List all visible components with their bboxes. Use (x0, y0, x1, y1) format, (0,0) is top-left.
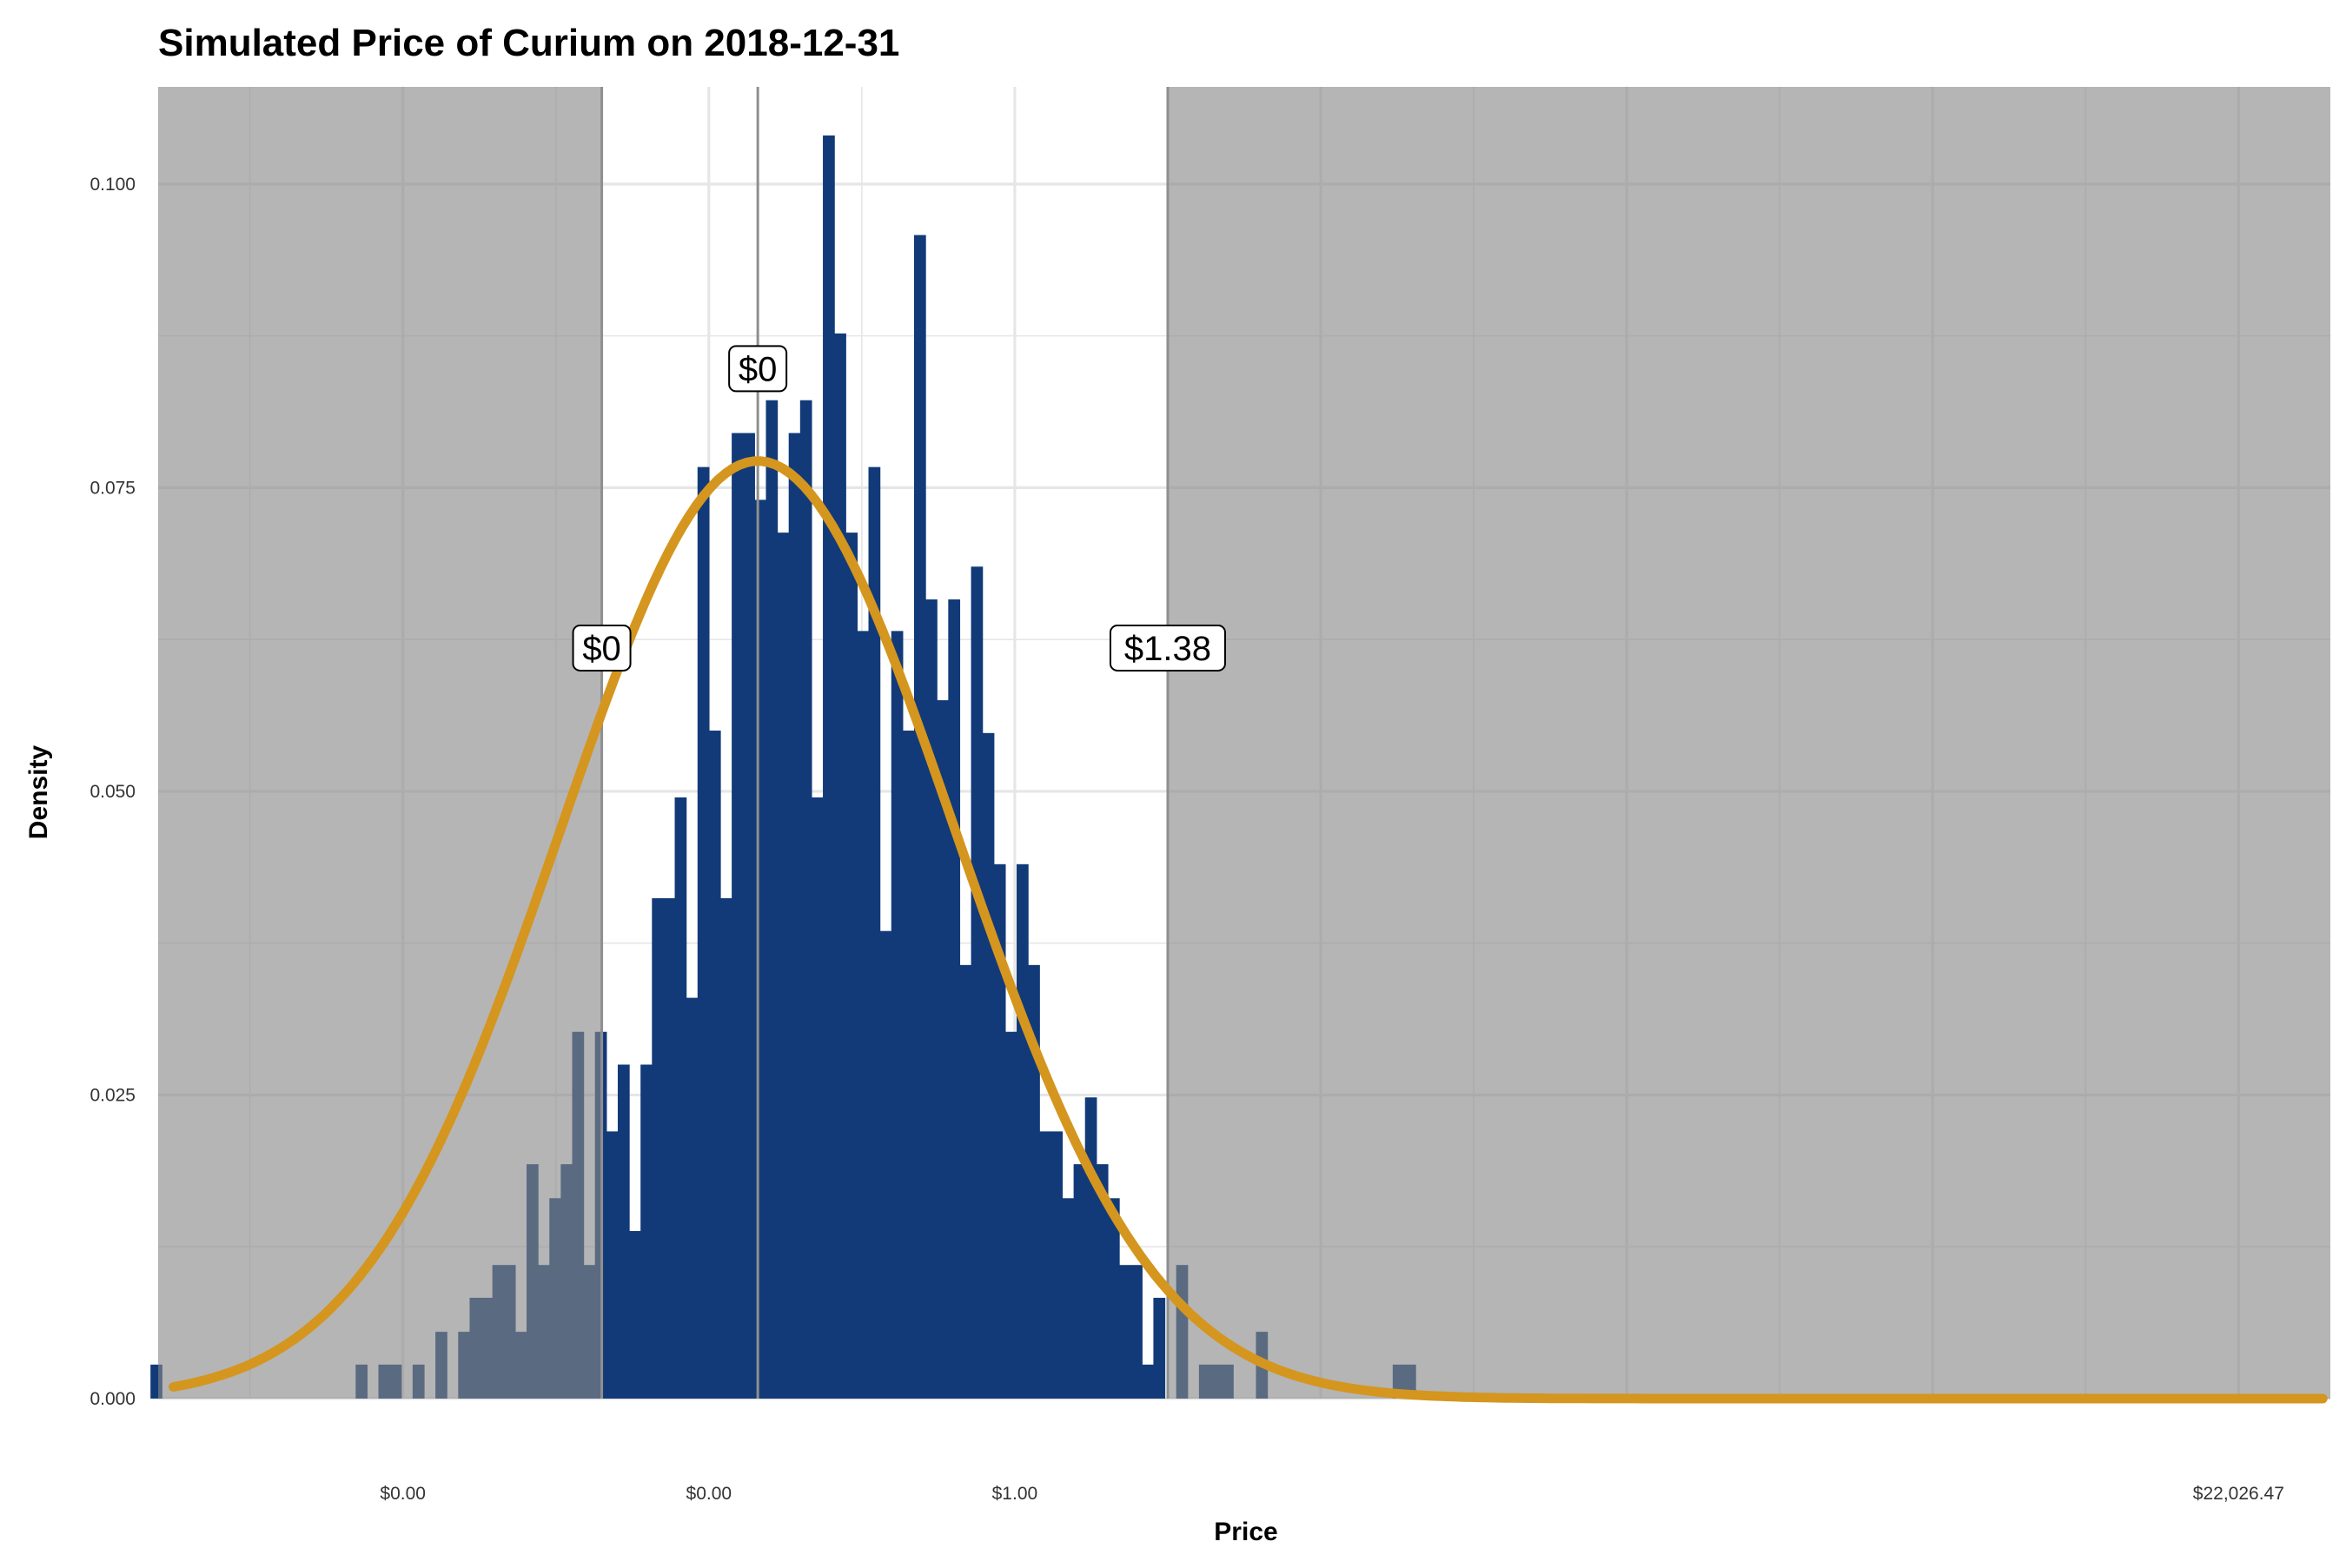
histogram-bar (891, 631, 904, 1399)
histogram-bar (971, 566, 984, 1399)
histogram-bar (732, 433, 744, 1399)
histogram-bar (925, 599, 938, 1399)
callout-label-box (728, 345, 788, 393)
callout-label: $0 (582, 630, 621, 668)
histogram-bar (1050, 1131, 1064, 1399)
histogram-bar (708, 731, 721, 1399)
histogram-bar (629, 1231, 641, 1399)
histogram-bar (799, 400, 812, 1399)
histogram-bar (765, 400, 779, 1399)
y-tick-label: 0.000 (89, 1389, 136, 1409)
histogram-bar (686, 997, 699, 1399)
histogram-bar (1096, 1164, 1109, 1399)
histogram-bar (1028, 964, 1040, 1399)
density-curve-layer (169, 456, 2328, 1404)
y-tick-label: 0.050 (89, 782, 136, 802)
histogram-bar (1073, 1164, 1086, 1399)
x-tick-label: $1.00 (992, 1484, 1038, 1504)
callout-label: $1.38 (1124, 630, 1211, 668)
histogram-bar (1142, 1364, 1155, 1399)
y-axis-title: Density (24, 745, 53, 840)
shaded-regions-layer (158, 87, 2330, 1399)
histogram-bar (1119, 1265, 1131, 1399)
histogram-bar (606, 1131, 619, 1399)
histogram-bar (1084, 1097, 1097, 1399)
histogram-bar (845, 533, 858, 1399)
histogram-bar (674, 797, 687, 1399)
reference-lines-layer (600, 87, 1170, 1399)
histogram-bar (1039, 1131, 1051, 1399)
callout-labels-layer: $0 $0 $1.38 (572, 345, 1226, 672)
histogram-bar (617, 1064, 630, 1399)
histogram-bar (640, 1064, 653, 1399)
histogram-bar (948, 599, 961, 1399)
shaded-tail-region (1167, 87, 2330, 1399)
histogram-bar (823, 135, 835, 1399)
x-axis-title: Price (1214, 1518, 1277, 1546)
histogram-bar (743, 433, 755, 1399)
histogram-bar (913, 235, 926, 1399)
histogram-bar (777, 533, 790, 1399)
histogram-bar (1153, 1297, 1166, 1399)
histogram-bar (1130, 1265, 1143, 1399)
histogram-bar (982, 732, 995, 1399)
histogram-bar (1017, 863, 1029, 1399)
x-tick-label: $0.00 (686, 1484, 732, 1504)
histogram-bar (788, 433, 801, 1399)
y-tick-label: 0.025 (89, 1085, 136, 1105)
histogram-bar (754, 500, 767, 1399)
histogram-bar (697, 466, 710, 1399)
y-tick-label: 0.075 (89, 478, 136, 498)
callout-label-box (572, 624, 632, 672)
y-tick-label: 0.100 (89, 175, 136, 195)
shaded-tail-region (158, 87, 602, 1399)
histogram-bar (993, 863, 1006, 1399)
histogram-bar (720, 897, 732, 1399)
histogram-bar (834, 333, 846, 1399)
callout-label-box (1109, 624, 1226, 672)
histogram-bar (1107, 1198, 1120, 1399)
histogram-bar (868, 466, 881, 1399)
histogram-bar (811, 797, 824, 1399)
histogram-bar (652, 897, 665, 1399)
chart-title: Simulated Price of Curium on 2018-12-31 (158, 22, 899, 64)
x-tick-label: $22,026.47 (2193, 1484, 2284, 1504)
tick-labels-layer: 0.000 0.025 0.050 0.075 0.100 $0.00 $0.00 $1.00… (89, 175, 2283, 1504)
histogram-bar (879, 930, 892, 1399)
histogram-bar (959, 964, 972, 1399)
histogram-bar (937, 700, 949, 1399)
x-tick-label: $0.00 (380, 1484, 426, 1504)
histogram-bar (857, 631, 870, 1399)
density-curve (169, 456, 2328, 1404)
callout-label: $0 (739, 350, 778, 388)
histogram-bar (1004, 1031, 1017, 1399)
histogram-bar (1062, 1198, 1075, 1399)
histogram-bar (902, 731, 915, 1399)
histogram-bar (663, 897, 676, 1399)
